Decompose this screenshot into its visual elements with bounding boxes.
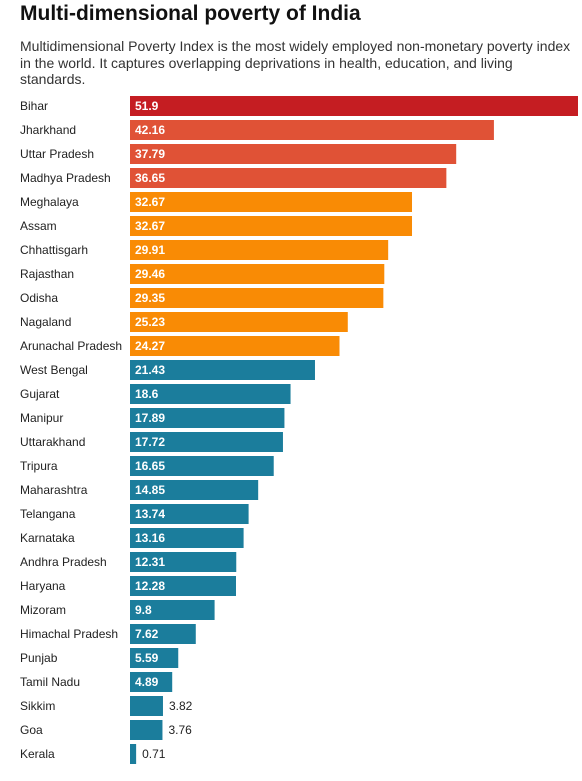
data-label: 29.35: [135, 291, 165, 305]
data-label: 0.71: [142, 747, 166, 761]
bar: [130, 240, 389, 260]
category-label: West Bengal: [20, 363, 88, 377]
bar: [130, 744, 137, 764]
category-label: Karnataka: [20, 531, 75, 545]
data-label: 17.72: [135, 435, 165, 449]
category-label: Jharkhand: [20, 123, 76, 137]
data-label: 5.59: [135, 651, 159, 665]
bar: [130, 192, 413, 212]
category-label: Punjab: [20, 651, 58, 665]
data-label: 32.67: [135, 195, 165, 209]
bar: [130, 696, 163, 716]
category-label: Tripura: [20, 459, 58, 473]
data-label: 14.85: [135, 483, 165, 497]
bar: [130, 120, 494, 140]
data-label: 21.43: [135, 363, 165, 377]
category-label: Haryana: [20, 579, 66, 593]
category-label: Odisha: [20, 291, 58, 305]
data-label: 13.16: [135, 531, 165, 545]
bar: [130, 648, 179, 668]
bar: [130, 336, 340, 356]
category-label: Nagaland: [20, 315, 71, 329]
category-label: Mizoram: [20, 603, 66, 617]
category-label: Meghalaya: [20, 195, 79, 209]
data-label: 4.89: [135, 675, 159, 689]
data-label: 42.16: [135, 123, 165, 137]
data-label: 13.74: [135, 507, 165, 521]
category-label: Uttar Pradesh: [20, 147, 94, 161]
data-label: 16.65: [135, 459, 165, 473]
data-label: 51.9: [135, 99, 159, 113]
bar: [130, 144, 457, 164]
category-label: Manipur: [20, 411, 63, 425]
category-label: Arunachal Pradesh: [20, 339, 122, 353]
bar: [130, 432, 283, 452]
bar: [130, 552, 237, 572]
category-label: Uttarakhand: [20, 435, 85, 449]
data-label: 17.89: [135, 411, 165, 425]
data-label: 37.79: [135, 147, 165, 161]
category-label: Bihar: [20, 99, 48, 113]
data-label: 29.46: [135, 267, 165, 281]
data-label: 9.8: [135, 603, 152, 617]
data-label: 12.28: [135, 579, 165, 593]
data-label: 29.91: [135, 243, 165, 257]
category-label: Madhya Pradesh: [20, 171, 111, 185]
bar: [130, 312, 348, 332]
category-label: Sikkim: [20, 699, 55, 713]
bar: [130, 216, 413, 236]
chart-title: Multi-dimensional poverty of India: [20, 2, 361, 25]
bar: [130, 360, 315, 380]
data-label: 25.23: [135, 315, 165, 329]
data-label: 24.27: [135, 339, 165, 353]
bar: [130, 504, 249, 524]
bar: [130, 384, 291, 404]
category-label: Tamil Nadu: [20, 675, 80, 689]
bar: [130, 576, 236, 596]
bar: [130, 96, 578, 116]
data-label: 36.65: [135, 171, 165, 185]
category-label: Telangana: [20, 507, 76, 521]
bar: [130, 528, 244, 548]
bar: [130, 720, 163, 740]
category-label: Kerala: [20, 747, 55, 761]
bar: [130, 600, 215, 620]
bar: [130, 168, 447, 188]
bar: [130, 288, 384, 308]
chart-subtitle: Multidimensional Poverty Index is the mo…: [20, 38, 571, 87]
data-label: 7.62: [135, 627, 159, 641]
data-label: 18.6: [135, 387, 159, 401]
category-label: Andhra Pradesh: [20, 555, 107, 569]
bar: [130, 672, 173, 692]
data-label: 32.67: [135, 219, 165, 233]
category-label: Gujarat: [20, 387, 60, 401]
category-label: Maharashtra: [20, 483, 88, 497]
data-label: 12.31: [135, 555, 165, 569]
bar: [130, 456, 274, 476]
category-label: Chhattisgarh: [20, 243, 88, 257]
category-label: Goa: [20, 723, 43, 737]
bar: [130, 480, 259, 500]
data-label: 3.82: [169, 699, 193, 713]
category-label: Himachal Pradesh: [20, 627, 118, 641]
bar: [130, 624, 196, 644]
category-label: Assam: [20, 219, 57, 233]
category-label: Rajasthan: [20, 267, 74, 281]
bar: [130, 408, 285, 428]
data-label: 3.76: [168, 723, 192, 737]
bar: [130, 264, 385, 284]
